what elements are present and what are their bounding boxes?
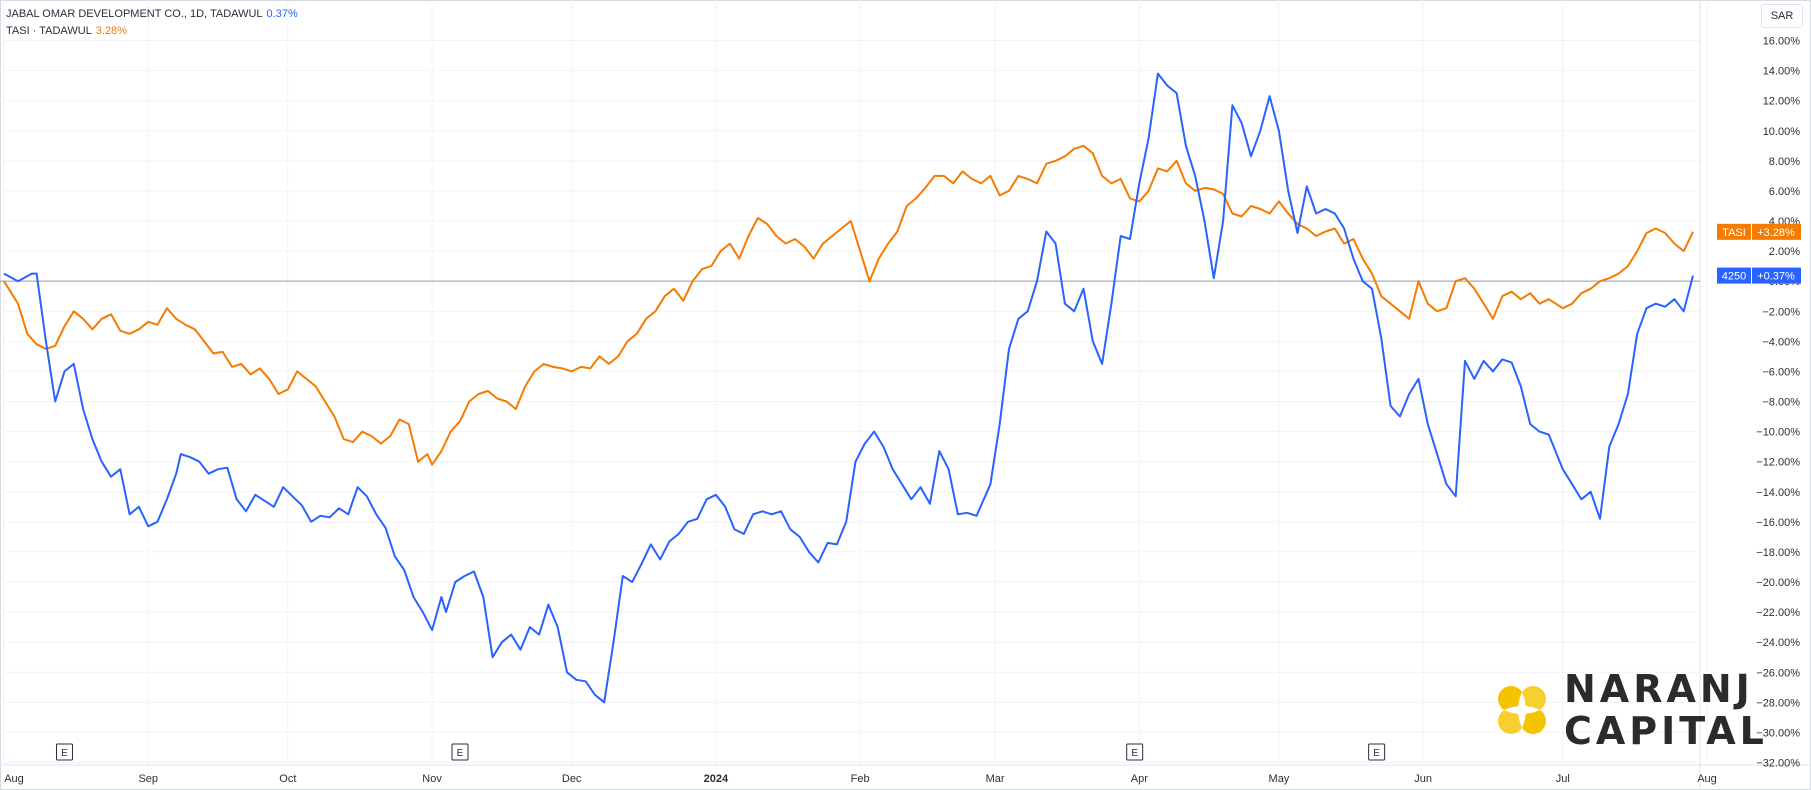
x-tick-label: Mar xyxy=(986,773,1005,785)
last-label-box xyxy=(1717,223,1751,240)
legend-series1-value: 0.37% xyxy=(266,8,298,20)
y-tick-label: −4.00% xyxy=(1762,336,1800,348)
y-tick-label: −22.00% xyxy=(1756,607,1800,619)
x-tick-label: Oct xyxy=(279,773,296,785)
y-tick-label: −24.00% xyxy=(1756,637,1800,649)
earnings-marker-label: E xyxy=(1131,748,1138,759)
y-tick-label: −12.00% xyxy=(1756,457,1800,469)
x-tick-label: Apr xyxy=(1131,773,1148,785)
naranj-logo-mark-icon xyxy=(1498,686,1546,734)
x-tick-label: Aug xyxy=(4,773,24,785)
legend-series2-value: 3.28% xyxy=(95,25,127,37)
y-tick-label: 12.00% xyxy=(1763,96,1801,108)
last-value-box xyxy=(1752,267,1801,284)
legend-series1-label: JABAL OMAR DEVELOPMENT CO., 1D, TADAWUL xyxy=(6,8,263,20)
earnings-marker-box xyxy=(1126,743,1144,761)
x-tick-label: Sep xyxy=(138,773,158,785)
last-label-text: TASI xyxy=(1722,227,1746,239)
y-tick-label: −2.00% xyxy=(1762,306,1800,318)
last-value-text: +3.28% xyxy=(1757,227,1795,239)
logo-line2: CAPITAL xyxy=(1564,709,1768,753)
last-value-tags: 4250 +0.37% TASI +3.28% xyxy=(1717,223,1801,284)
legend-row-tasi[interactable]: TASI · TADAWUL 3.28% xyxy=(6,23,298,40)
naranj-capital-logo: NARANJ CAPITAL xyxy=(1494,668,1768,752)
legend-row-jabal-omar[interactable]: JABAL OMAR DEVELOPMENT CO., 1D, TADAWUL 0… xyxy=(6,6,298,23)
legend-series2-label: TASI · TADAWUL xyxy=(6,25,92,37)
y-tick-label: −10.00% xyxy=(1756,427,1800,439)
chart-series xyxy=(3,72,1694,704)
earnings-marker: E xyxy=(1126,743,1144,761)
last-label-box xyxy=(1717,267,1751,284)
earnings-marker: E xyxy=(55,743,73,761)
y-tick-label: −6.00% xyxy=(1762,366,1800,378)
y-tick-label: 2.00% xyxy=(1769,246,1800,258)
y-tick-label: −16.00% xyxy=(1756,517,1800,529)
x-tick-label: Feb xyxy=(851,773,870,785)
x-tick-label: Nov xyxy=(422,773,442,785)
x-tick-label: Aug xyxy=(1697,773,1717,785)
last-value-text: +0.37% xyxy=(1757,271,1795,283)
x-tick-label: 2024 xyxy=(704,773,729,785)
x-tick-label: Dec xyxy=(562,773,582,785)
y-tick-label: −26.00% xyxy=(1756,667,1800,679)
earnings-marker-label: E xyxy=(1373,748,1380,759)
y-tick-label: −18.00% xyxy=(1756,547,1800,559)
y-tick-label: 6.00% xyxy=(1769,186,1800,198)
logo-line1: NARANJ xyxy=(1564,667,1754,711)
y-tick-label: −32.00% xyxy=(1756,758,1800,770)
y-tick-label: −14.00% xyxy=(1756,487,1800,499)
y-tick-label: 8.00% xyxy=(1769,156,1800,168)
earnings-marker-label: E xyxy=(457,748,464,759)
x-tick-label: May xyxy=(1269,773,1290,785)
last-value-box xyxy=(1752,223,1801,240)
currency-button[interactable]: SAR xyxy=(1761,4,1803,28)
earnings-marker: E xyxy=(451,743,469,761)
earnings-marker-box xyxy=(451,743,469,761)
series-line-jabal-omar-development-co xyxy=(3,72,1694,704)
x-axis: Aug Sep Oct Nov Dec 2024 Feb Mar Apr May Jun Jul Aug xyxy=(4,773,1717,785)
x-tick-label: Jun xyxy=(1414,773,1432,785)
y-tick-label: −8.00% xyxy=(1762,397,1800,409)
earnings-marker-box xyxy=(55,743,73,761)
earnings-marker: E xyxy=(1368,743,1386,761)
y-tick-label: −28.00% xyxy=(1756,697,1800,709)
y-axis: 16.00%14.00%12.00%10.00%8.00%6.00%4.00%2… xyxy=(1756,36,1800,770)
y-tick-label: 10.00% xyxy=(1763,126,1801,138)
y-tick-label: −30.00% xyxy=(1756,727,1800,739)
earnings-marker-box xyxy=(1368,743,1386,761)
y-tick-label: 16.00% xyxy=(1763,36,1801,48)
x-tick-label: Jul xyxy=(1556,773,1570,785)
last-value-tag-jabal-omar-development-co: 4250 +0.37% xyxy=(1717,267,1801,284)
y-tick-label: −20.00% xyxy=(1756,577,1800,589)
series-line-tasi xyxy=(3,144,1694,466)
earnings-marker-label: E xyxy=(61,748,68,759)
last-value-tag-tasi: TASI +3.28% xyxy=(1717,223,1801,240)
y-tick-label: 14.00% xyxy=(1763,66,1801,78)
chart-legend: JABAL OMAR DEVELOPMENT CO., 1D, TADAWUL 0… xyxy=(6,6,298,40)
last-label-text: 4250 xyxy=(1722,271,1746,283)
